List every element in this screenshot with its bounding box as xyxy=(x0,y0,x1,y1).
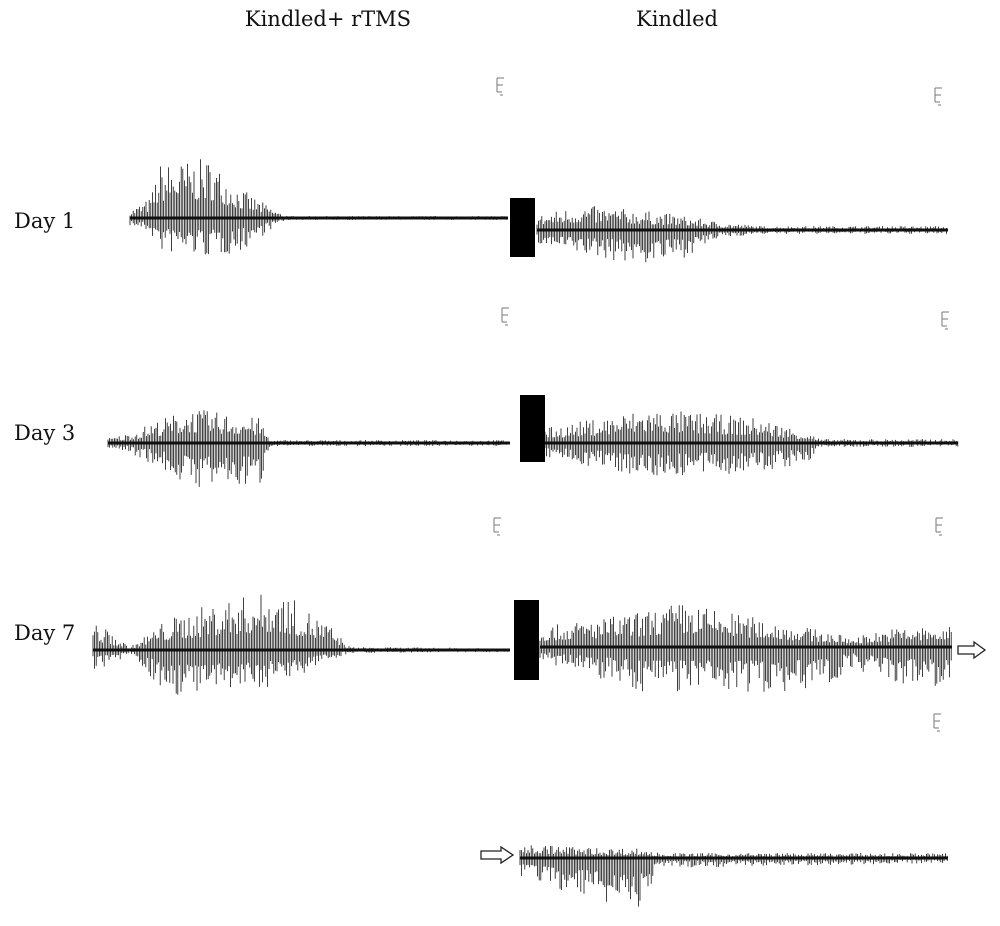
scale-marker xyxy=(941,311,949,330)
eeg-trace xyxy=(129,159,508,255)
eeg-trace xyxy=(107,410,510,487)
row-label: Day 7 xyxy=(14,621,75,645)
row-label: Day 3 xyxy=(14,421,75,445)
scale-marker xyxy=(501,307,509,326)
continuation-arrow xyxy=(957,640,987,660)
eeg-trace xyxy=(539,605,952,692)
scale-marker xyxy=(496,77,504,96)
continuation-arrow xyxy=(480,845,515,865)
stimulus-block xyxy=(510,198,535,257)
eeg-trace xyxy=(519,845,948,907)
eeg-trace xyxy=(536,206,947,263)
stimulus-block xyxy=(520,395,545,462)
scale-markers xyxy=(493,77,949,732)
stimulus-block xyxy=(514,600,539,680)
eeg-trace xyxy=(92,594,510,695)
column-title: Kindled xyxy=(636,7,718,31)
eeg-trace xyxy=(544,411,959,476)
scale-marker xyxy=(493,517,501,536)
row-label: Day 1 xyxy=(14,209,75,233)
column-title: Kindled+ rTMS xyxy=(245,7,411,31)
scale-marker xyxy=(934,87,942,106)
scale-marker xyxy=(935,517,943,536)
scale-marker xyxy=(933,713,941,732)
eeg-traces xyxy=(92,159,959,907)
